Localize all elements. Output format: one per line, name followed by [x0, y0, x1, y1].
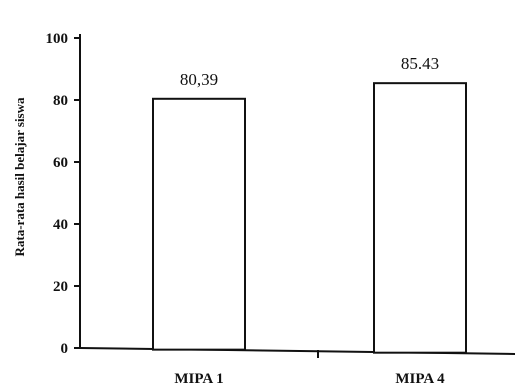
- bar-mipa-1: [152, 97, 246, 351]
- x-tick-label: MIPA 1: [174, 371, 223, 387]
- x-axis: MIPA 1 MIPA 4: [79, 347, 516, 387]
- y-axis-title: Rata-rata hasil belajar siswa: [12, 97, 27, 257]
- bar-value-label: 85.43: [401, 54, 439, 73]
- bar-mipa-4: [373, 82, 467, 354]
- y-tick-label: 60: [53, 155, 68, 171]
- y-tick-label: 80: [53, 93, 68, 109]
- bars: 80,39 85.43: [152, 54, 467, 354]
- x-tick-label: MIPA 4: [395, 371, 445, 387]
- y-tick-label: 100: [46, 31, 69, 47]
- bar-value-label: 80,39: [180, 70, 218, 89]
- y-tick-label: 20: [53, 279, 68, 295]
- y-axis: 0 20 40 60 80 100: [46, 31, 81, 357]
- y-tick-label: 40: [53, 217, 68, 233]
- y-tick-label: 0: [61, 341, 69, 357]
